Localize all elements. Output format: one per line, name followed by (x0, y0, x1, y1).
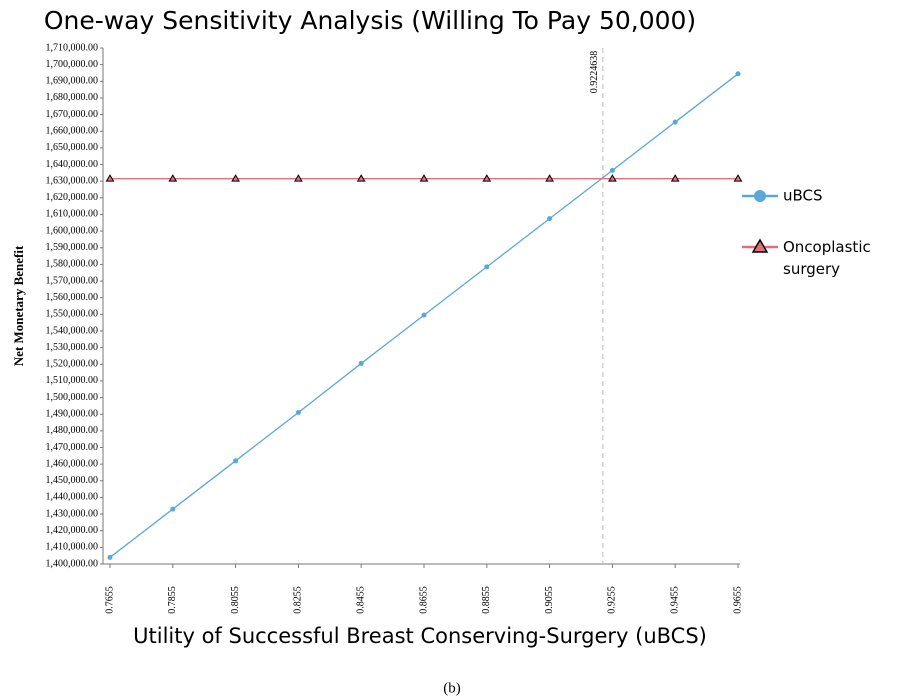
data-point (294, 174, 303, 182)
x-tick-label: 0.7855 (167, 586, 178, 614)
data-point (105, 174, 115, 182)
y-tick-label: 1,640,000.00 (46, 159, 99, 170)
x-tick-label: 0.9055 (544, 586, 555, 614)
x-tick-label: 0.8455 (355, 586, 366, 614)
y-tick-label: 1,650,000.00 (46, 142, 99, 153)
y-tick-label: 1,610,000.00 (46, 209, 99, 220)
chart-title: One-way Sensitivity Analysis (Willing To… (44, 6, 696, 35)
legend-label: Oncoplastic surgery (783, 238, 871, 278)
x-tick-label: 0.8855 (481, 586, 492, 614)
data-point (356, 174, 366, 182)
data-point (670, 174, 680, 182)
legend-marker (751, 238, 769, 253)
y-tick-label: 1,530,000.00 (46, 342, 99, 353)
data-point (295, 410, 301, 416)
y-tick-label: 1,570,000.00 (46, 275, 99, 286)
data-point (735, 71, 741, 77)
y-tick-label: 1,560,000.00 (46, 292, 99, 303)
y-tick-label: 1,660,000.00 (46, 126, 99, 137)
x-tick-label: 0.9655 (732, 586, 743, 614)
x-tick-label: 0.7655 (104, 586, 115, 614)
y-tick-label: 1,520,000.00 (46, 359, 99, 370)
y-tick-label: 1,630,000.00 (46, 175, 99, 186)
y-axis-label: Net Monetary Benefit (11, 245, 26, 366)
y-tick-label: 1,680,000.00 (46, 92, 99, 103)
y-tick-label: 1,440,000.00 (46, 492, 99, 503)
threshold-label: 0.9224638 (589, 51, 600, 94)
x-tick-label: 0.8055 (230, 586, 241, 614)
y-tick-label: 1,510,000.00 (46, 375, 99, 386)
y-tick-label: 1,420,000.00 (46, 525, 99, 536)
data-point (482, 174, 492, 182)
y-tick-label: 1,550,000.00 (46, 309, 99, 320)
data-point (170, 506, 176, 512)
data-point (421, 312, 427, 318)
legend-label: uBCS (783, 187, 823, 205)
data-point (733, 174, 743, 182)
y-tick-label: 1,500,000.00 (46, 392, 99, 403)
data-point (233, 458, 239, 464)
x-tick-label: 0.9455 (669, 586, 680, 614)
data-point (107, 554, 113, 560)
y-tick-label: 1,480,000.00 (46, 425, 99, 436)
x-tick-label: 0.8255 (293, 586, 304, 614)
y-tick-label: 1,470,000.00 (46, 442, 99, 453)
y-tick-label: 1,450,000.00 (46, 475, 99, 486)
data-point (547, 216, 553, 222)
y-tick-label: 1,590,000.00 (46, 242, 99, 253)
y-tick-label: 1,460,000.00 (46, 458, 99, 469)
data-point (608, 174, 617, 182)
data-point (419, 174, 429, 182)
data-point (545, 174, 554, 182)
y-tick-label: 1,670,000.00 (46, 109, 99, 120)
caption: (b) (443, 680, 461, 696)
legend-marker (754, 190, 766, 202)
data-point (168, 174, 178, 182)
data-point (358, 360, 364, 366)
data-point (484, 264, 490, 270)
x-tick-label: 0.8655 (418, 586, 429, 614)
data-point (231, 174, 240, 182)
y-tick-label: 1,400,000.00 (46, 558, 99, 569)
y-tick-label: 1,490,000.00 (46, 408, 99, 419)
data-point (609, 167, 615, 173)
y-tick-label: 1,700,000.00 (46, 59, 99, 70)
y-tick-label: 1,620,000.00 (46, 192, 99, 203)
x-tick-label: 0.9255 (607, 586, 618, 614)
data-point (672, 119, 678, 125)
y-tick-label: 1,580,000.00 (46, 259, 99, 270)
y-tick-label: 1,710,000.00 (46, 42, 99, 53)
y-tick-label: 1,540,000.00 (46, 325, 99, 336)
y-tick-label: 1,600,000.00 (46, 225, 99, 236)
y-tick-label: 1,430,000.00 (46, 508, 99, 519)
y-tick-label: 1,690,000.00 (46, 76, 99, 87)
x-axis-label: Utility of Successful Breast Conserving-… (133, 624, 707, 648)
y-tick-label: 1,410,000.00 (46, 542, 99, 553)
